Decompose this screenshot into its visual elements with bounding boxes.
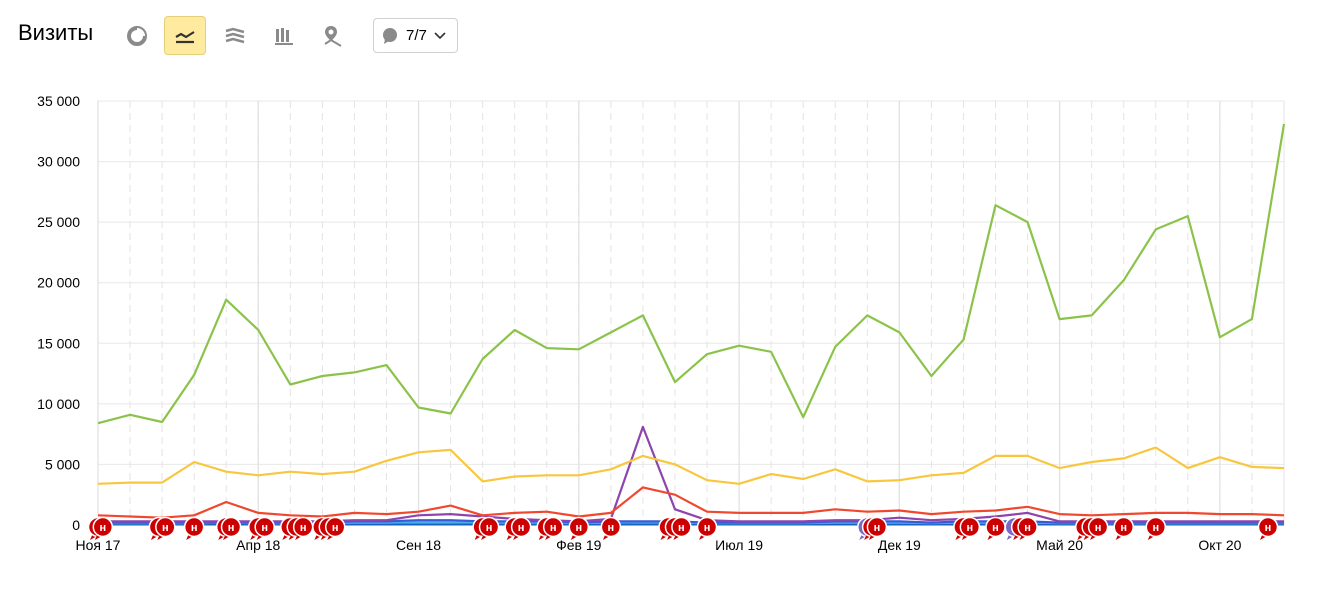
y-axis: 0 5 000 10 000 15 000 20 000 25 000 30 000 35 0… [37, 93, 80, 533]
y-tick-label: 25 000 [37, 214, 80, 230]
annotation-label: н [704, 522, 711, 534]
y-tick-label: 30 000 [37, 154, 80, 170]
stacked-area-icon[interactable] [214, 16, 256, 55]
annotation-marker[interactable]: н [183, 516, 205, 541]
annotation-label: н [1120, 522, 1127, 534]
comment-icon [383, 27, 397, 44]
annotation-label: н [1152, 522, 1159, 534]
annotation-marker[interactable]: н [1113, 516, 1134, 541]
chevron-down-icon [434, 31, 446, 39]
annotation-marker[interactable]: н [866, 516, 888, 541]
visits-chart: 0 5 000 10 000 15 000 20 000 25 000 30 000 35 0… [37, 93, 1286, 553]
segments-count: 7/7 [406, 27, 427, 44]
annotation-label: н [1095, 522, 1102, 534]
annotation-marker[interactable]: н [671, 516, 692, 541]
annotation-marker[interactable]: н [510, 516, 532, 541]
annotation-marker[interactable]: н [254, 516, 275, 541]
annotation-marker[interactable]: н [1087, 516, 1109, 541]
annotation-marker[interactable]: н [959, 516, 981, 541]
annotation-marker[interactable]: н [542, 516, 564, 541]
annotation-label: н [575, 522, 582, 534]
x-axis: Ноя 17 Апр 18 Сен 18 Фев 19 Июл 19 Дек 19 Май … [76, 537, 1242, 553]
annotation-label: н [228, 522, 235, 534]
annotation-marker[interactable]: н [478, 516, 500, 541]
report-title: Визиты [18, 20, 94, 45]
annotation-label: н [967, 522, 974, 534]
segments-dropdown[interactable]: 7/7 [373, 18, 458, 53]
line-chart-icon[interactable] [164, 16, 206, 55]
x-tick-label: Фев 19 [556, 537, 602, 553]
annotation-label: н [678, 522, 685, 534]
annotation-label: н [99, 522, 106, 534]
series-line [97, 446, 1285, 485]
annotation-marker[interactable]: н [92, 516, 114, 541]
y-tick-label: 20 000 [37, 275, 80, 291]
annotation-label: н [332, 522, 339, 534]
annotation-marker[interactable]: н [1257, 516, 1279, 541]
chart-annotations: нннннннннннннннннннннннннннннннннннннннн… [87, 516, 1279, 541]
annotation-marker[interactable]: н [568, 516, 590, 541]
annotation-label: н [162, 522, 169, 534]
x-tick-label: Май 20 [1036, 537, 1083, 553]
y-tick-label: 0 [72, 517, 80, 533]
annotation-label: н [550, 522, 557, 534]
annotation-marker[interactable]: н [696, 516, 718, 541]
x-tick-label: Окт 20 [1198, 537, 1241, 553]
y-tick-label: 10 000 [37, 396, 80, 412]
y-tick-label: 35 000 [37, 93, 80, 109]
x-tick-label: Апр 18 [236, 537, 280, 553]
annotation-label: н [486, 522, 493, 534]
annotation-label: н [874, 522, 881, 534]
annotation-label: н [992, 522, 999, 534]
annotation-label: н [300, 522, 307, 534]
annotation-marker[interactable]: н [220, 516, 242, 541]
column-chart-icon[interactable] [263, 16, 305, 55]
annotation-label: н [608, 522, 615, 534]
report-header: Визиты [0, 0, 1330, 70]
annotation-marker[interactable]: н [1017, 516, 1038, 541]
annotation-marker[interactable]: н [600, 516, 622, 541]
series-line [97, 486, 1285, 519]
annotation-marker[interactable]: н [985, 516, 1006, 541]
annotation-marker[interactable]: н [324, 516, 346, 541]
pie-chart-icon[interactable] [116, 16, 158, 55]
annotation-marker[interactable]: н [155, 516, 176, 541]
x-tick-label: Июл 19 [715, 537, 763, 553]
y-tick-label: 5 000 [45, 456, 80, 472]
x-tick-label: Ноя 17 [76, 537, 121, 553]
annotation-label: н [1265, 522, 1272, 534]
annotation-label: н [1024, 522, 1031, 534]
annotation-marker[interactable]: н [1145, 516, 1167, 541]
map-pin-icon[interactable] [312, 16, 354, 55]
annotation-label: н [518, 522, 525, 534]
annotation-label: н [191, 522, 198, 534]
x-tick-label: Сен 18 [396, 537, 441, 553]
annotation-label: н [261, 522, 268, 534]
y-tick-label: 15 000 [37, 335, 80, 351]
x-tick-label: Дек 19 [878, 537, 921, 553]
series-line [97, 123, 1286, 425]
